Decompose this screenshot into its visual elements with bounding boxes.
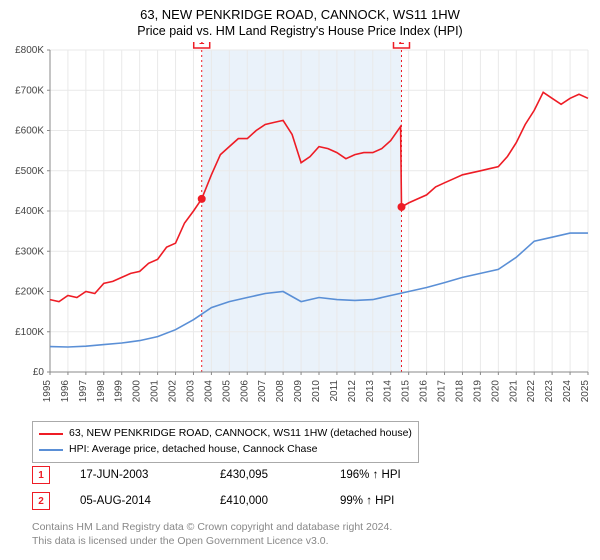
svg-text:2: 2 bbox=[399, 42, 405, 47]
chart-container: 63, NEW PENKRIDGE ROAD, CANNOCK, WS11 1H… bbox=[0, 0, 600, 560]
svg-text:£500K: £500K bbox=[15, 166, 44, 177]
svg-text:2024: 2024 bbox=[562, 380, 573, 403]
svg-text:1: 1 bbox=[199, 42, 205, 47]
marker-hpi: 99% ↑ HPI bbox=[340, 495, 480, 507]
svg-text:2010: 2010 bbox=[311, 380, 322, 403]
svg-text:£0: £0 bbox=[33, 367, 45, 378]
chart-subtitle: Price paid vs. HM Land Registry's House … bbox=[0, 24, 600, 38]
svg-text:2022: 2022 bbox=[526, 380, 537, 403]
svg-text:£400K: £400K bbox=[15, 206, 44, 217]
svg-text:2009: 2009 bbox=[293, 380, 304, 403]
svg-text:1998: 1998 bbox=[96, 380, 107, 403]
svg-text:2008: 2008 bbox=[275, 380, 286, 403]
svg-text:2020: 2020 bbox=[490, 380, 501, 403]
svg-text:£800K: £800K bbox=[15, 45, 44, 56]
legend-item: HPI: Average price, detached house, Cann… bbox=[39, 442, 412, 458]
svg-text:2021: 2021 bbox=[508, 380, 519, 403]
svg-text:2014: 2014 bbox=[383, 380, 394, 403]
svg-text:£200K: £200K bbox=[15, 287, 44, 298]
marker-date: 05-AUG-2014 bbox=[50, 495, 220, 507]
svg-text:1997: 1997 bbox=[78, 380, 89, 403]
svg-text:2015: 2015 bbox=[401, 380, 412, 403]
svg-text:2001: 2001 bbox=[150, 380, 161, 403]
svg-text:£700K: £700K bbox=[15, 85, 44, 96]
svg-text:£100K: £100K bbox=[15, 327, 44, 338]
chart-plot: £0 £100K £200K £300K £400K £500K £600K £700K £80… bbox=[0, 42, 600, 417]
legend: 63, NEW PENKRIDGE ROAD, CANNOCK, WS11 1H… bbox=[32, 421, 419, 463]
svg-text:2016: 2016 bbox=[419, 380, 430, 403]
marker-row: 1 17-JUN-2003 £430,095 196% ↑ HPI bbox=[32, 462, 480, 488]
svg-text:2018: 2018 bbox=[454, 380, 465, 403]
svg-text:2025: 2025 bbox=[580, 380, 591, 403]
svg-text:2005: 2005 bbox=[221, 380, 232, 403]
svg-text:1996: 1996 bbox=[60, 380, 71, 403]
svg-text:1995: 1995 bbox=[42, 380, 53, 403]
svg-text:2013: 2013 bbox=[365, 380, 376, 403]
svg-text:2012: 2012 bbox=[347, 380, 358, 403]
svg-text:1999: 1999 bbox=[114, 380, 125, 403]
chart-title: 63, NEW PENKRIDGE ROAD, CANNOCK, WS11 1H… bbox=[0, 0, 600, 24]
marker-hpi: 196% ↑ HPI bbox=[340, 469, 480, 481]
footer: Contains HM Land Registry data © Crown c… bbox=[32, 520, 392, 548]
legend-swatch bbox=[39, 449, 63, 451]
marker-price: £410,000 bbox=[220, 495, 340, 507]
svg-text:2007: 2007 bbox=[257, 380, 268, 403]
legend-item: 63, NEW PENKRIDGE ROAD, CANNOCK, WS11 1H… bbox=[39, 426, 412, 442]
marker-row: 2 05-AUG-2014 £410,000 99% ↑ HPI bbox=[32, 488, 480, 514]
footer-line: This data is licensed under the Open Gov… bbox=[32, 534, 392, 548]
legend-swatch bbox=[39, 433, 63, 435]
legend-label: HPI: Average price, detached house, Cann… bbox=[69, 442, 317, 458]
marker-square: 1 bbox=[32, 466, 50, 484]
marker-date: 17-JUN-2003 bbox=[50, 469, 220, 481]
svg-text:2017: 2017 bbox=[437, 380, 448, 403]
svg-text:£300K: £300K bbox=[15, 246, 44, 257]
marker-price: £430,095 bbox=[220, 469, 340, 481]
svg-text:£600K: £600K bbox=[15, 126, 44, 137]
marker-table: 1 17-JUN-2003 £430,095 196% ↑ HPI 2 05-A… bbox=[32, 462, 480, 514]
svg-text:2004: 2004 bbox=[203, 380, 214, 403]
svg-text:2019: 2019 bbox=[472, 380, 483, 403]
svg-text:2011: 2011 bbox=[329, 380, 340, 402]
legend-label: 63, NEW PENKRIDGE ROAD, CANNOCK, WS11 1H… bbox=[69, 426, 412, 442]
svg-text:2002: 2002 bbox=[168, 380, 179, 403]
marker-square: 2 bbox=[32, 492, 50, 510]
svg-text:2006: 2006 bbox=[239, 380, 250, 403]
svg-text:2000: 2000 bbox=[132, 380, 143, 403]
svg-text:2023: 2023 bbox=[544, 380, 555, 403]
svg-text:2003: 2003 bbox=[185, 380, 196, 403]
footer-line: Contains HM Land Registry data © Crown c… bbox=[32, 520, 392, 534]
